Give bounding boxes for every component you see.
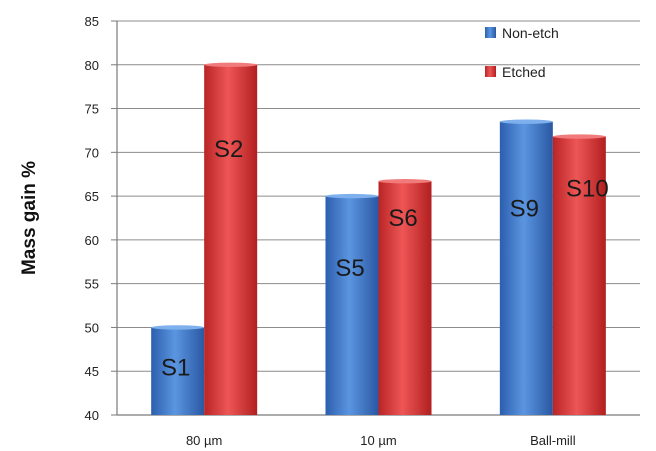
bar-cap [499,119,553,124]
bar-label: S2 [214,136,243,163]
bar-cap [552,134,606,139]
x-category-label: 80 µm [186,433,222,448]
bar-labels: S1 S2 S5 S6 S9 S10 [161,136,609,382]
bar-non-etch-2 [325,196,379,415]
y-tick-label: 85 [85,14,99,29]
bar-etched-3 [552,136,606,415]
legend: Non-etch Etched [485,25,559,80]
y-tick-label: 45 [85,364,99,379]
legend-entry: Etched [502,64,546,80]
bar-label: S9 [510,196,539,223]
legend-swatch-etched [485,66,496,77]
x-category-label: 10 µm [360,433,396,448]
y-tick-labels: 40 45 50 55 60 65 70 75 80 85 [85,14,117,423]
y-tick-label: 40 [85,408,99,423]
y-tick-label: 70 [85,145,99,160]
bar-label: S6 [388,205,417,232]
bar-non-etch-1 [151,327,205,415]
y-tick-label: 75 [85,102,99,117]
y-tick-label: 55 [85,277,99,292]
bar-cap [325,193,379,199]
bar-label: S10 [566,176,609,203]
bar-etched-2 [378,181,432,415]
bar-etched-1 [204,64,258,416]
y-tick-label: 50 [85,320,99,335]
x-category-labels: 80 µm 10 µm Ball-mill [186,433,576,448]
x-category-label: Ball-mill [530,433,576,448]
bar-non-etch-3 [499,121,553,415]
y-tick-label: 65 [85,189,99,204]
bar-label: S5 [335,255,364,282]
bar-cap [378,179,432,184]
bar-label: S1 [161,355,190,382]
bar-cap [204,62,258,67]
y-tick-label: 60 [85,233,99,248]
y-tick-label: 80 [85,58,99,73]
bar-cap [151,325,205,330]
y-axis-label: Mass gain % [19,161,40,275]
bars [151,62,606,416]
legend-swatch-non-etch [485,27,496,38]
legend-entry: Non-etch [502,25,559,41]
